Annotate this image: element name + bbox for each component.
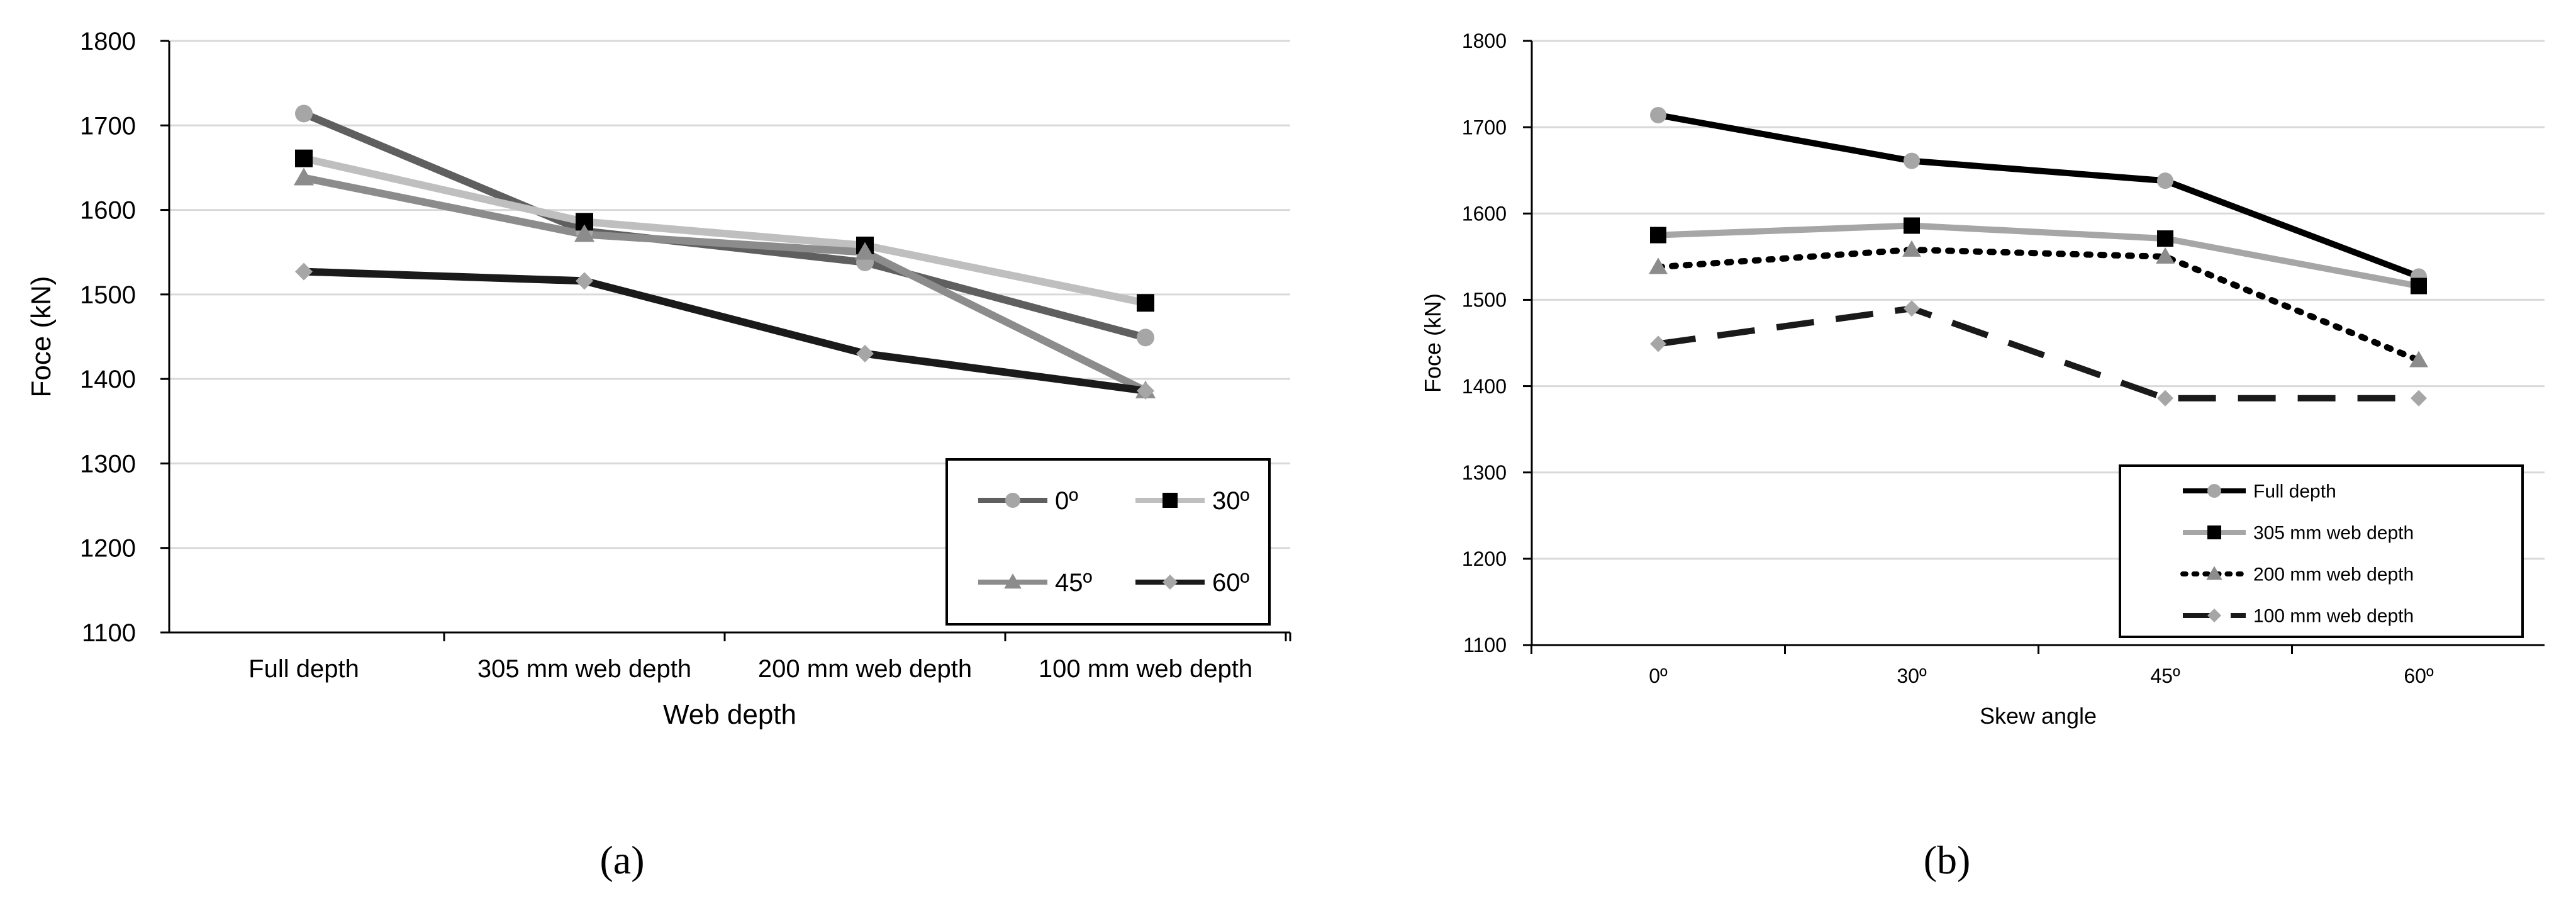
- data-point-3-0: [295, 262, 313, 281]
- data-point-0-0: [1650, 106, 1666, 123]
- data-point-2-1: [1902, 240, 1921, 257]
- y-tick-label: 1400: [1462, 375, 1507, 398]
- legend-box: [945, 458, 1271, 626]
- data-point-2-1: [574, 224, 595, 242]
- x-tick-label: Full depth: [248, 655, 359, 683]
- series-line-2: [303, 174, 1147, 395]
- y-tick-label: 1700: [1462, 116, 1507, 138]
- legend-label-0: Full depth: [2253, 481, 2336, 502]
- y-tick-label: 1400: [80, 366, 136, 393]
- data-point-0-0: [295, 104, 313, 123]
- legend-label-1: 305 mm web depth: [2253, 523, 2414, 544]
- data-point-2-0: [293, 167, 315, 186]
- series-line-3: [1658, 305, 2419, 402]
- x-tick-label: 60º: [2404, 665, 2434, 687]
- x-axis-title: Skew angle: [1980, 703, 2097, 729]
- data-point-3-2: [856, 344, 874, 362]
- data-point-0-3: [1137, 329, 1154, 347]
- data-point-1-3: [2411, 278, 2427, 295]
- legend-marker-3: [2207, 609, 2221, 622]
- data-point-1-2: [2157, 230, 2173, 247]
- x-tick-label: 305 mm web depth: [477, 655, 691, 683]
- y-tick-label: 1500: [80, 281, 136, 309]
- data-point-0-1: [1904, 152, 1920, 169]
- data-point-1-1: [1904, 217, 1920, 234]
- series-line-3: [303, 267, 1146, 395]
- data-point-1-0: [1650, 227, 1666, 244]
- y-axis-title: Foce (kN): [1420, 293, 1446, 393]
- y-tick-label: 1100: [1463, 634, 1507, 656]
- y-tick-label: 1100: [82, 619, 136, 647]
- series-line-1: [303, 154, 1147, 307]
- y-axis-title: Foce (kN): [26, 276, 57, 397]
- x-tick-label: 0º: [1649, 665, 1668, 687]
- data-point-2-2: [2156, 247, 2175, 264]
- legend-label-0: 0º: [1055, 487, 1078, 515]
- legend-marker-3: [1163, 575, 1178, 590]
- y-tick-label: 1800: [80, 28, 136, 55]
- legend-marker-2: [2206, 566, 2222, 580]
- data-point-1-3: [1137, 294, 1154, 312]
- series-line-0: [1658, 112, 2420, 280]
- data-point-3-1: [576, 272, 593, 290]
- x-tick-label: 45º: [2150, 665, 2180, 687]
- legend-label-2: 45º: [1055, 569, 1092, 597]
- x-tick-label: 100 mm web depth: [1039, 655, 1252, 683]
- y-tick-label: 1800: [1462, 30, 1507, 52]
- legend-box: [2119, 464, 2524, 638]
- y-tick-label: 1500: [1462, 289, 1507, 312]
- legend-marker-1: [2207, 525, 2221, 539]
- y-tick-label: 1600: [1462, 202, 1507, 225]
- data-point-3-3: [2411, 390, 2427, 407]
- legend-label-1: 30º: [1212, 487, 1249, 515]
- data-point-1-0: [295, 149, 313, 167]
- y-tick-label: 1700: [80, 112, 136, 140]
- chart-panel-a: 1100 1200 1300 1400 1500 1600 1700 1800 Full dep…: [26, 28, 1291, 882]
- x-axis-title: Web depth: [663, 699, 796, 730]
- data-point-3-2: [2157, 390, 2173, 407]
- series-line-1: [1658, 222, 2419, 289]
- legend-label-3: 60º: [1212, 569, 1249, 597]
- data-point-2-2: [854, 242, 876, 260]
- chart-panel-b: 1100 1200 1300 1400 1500 1600 1700 1800 0º 30º 45º…: [1420, 30, 2545, 882]
- legend-marker-1: [1163, 493, 1178, 508]
- y-tick-label: 1200: [80, 535, 136, 563]
- y-tick-label: 1300: [1462, 461, 1507, 484]
- data-point-3-1: [1904, 300, 1920, 317]
- panel-caption: (b): [1924, 838, 1971, 882]
- data-point-3-3: [1137, 381, 1154, 400]
- x-tick-label: 30º: [1897, 665, 1927, 687]
- series-line-2: [1655, 246, 2422, 364]
- y-tick-label: 1300: [80, 450, 136, 478]
- data-point-0-2: [2157, 172, 2173, 189]
- data-point-2-0: [1649, 257, 1668, 274]
- data-point-2-3: [2409, 351, 2428, 368]
- legend-label-2: 200 mm web depth: [2253, 565, 2414, 585]
- y-tick-label: 1200: [1462, 548, 1507, 570]
- legend-marker-2: [1004, 573, 1022, 589]
- panel-caption: (a): [599, 838, 644, 882]
- data-point-3-0: [1650, 335, 1666, 352]
- legend-label-3: 100 mm web depth: [2253, 606, 2414, 627]
- legend-marker-0: [2207, 484, 2221, 498]
- x-tick-label: 200 mm web depth: [758, 655, 972, 683]
- legend-marker-0: [1005, 493, 1020, 508]
- y-tick-label: 1600: [80, 197, 136, 225]
